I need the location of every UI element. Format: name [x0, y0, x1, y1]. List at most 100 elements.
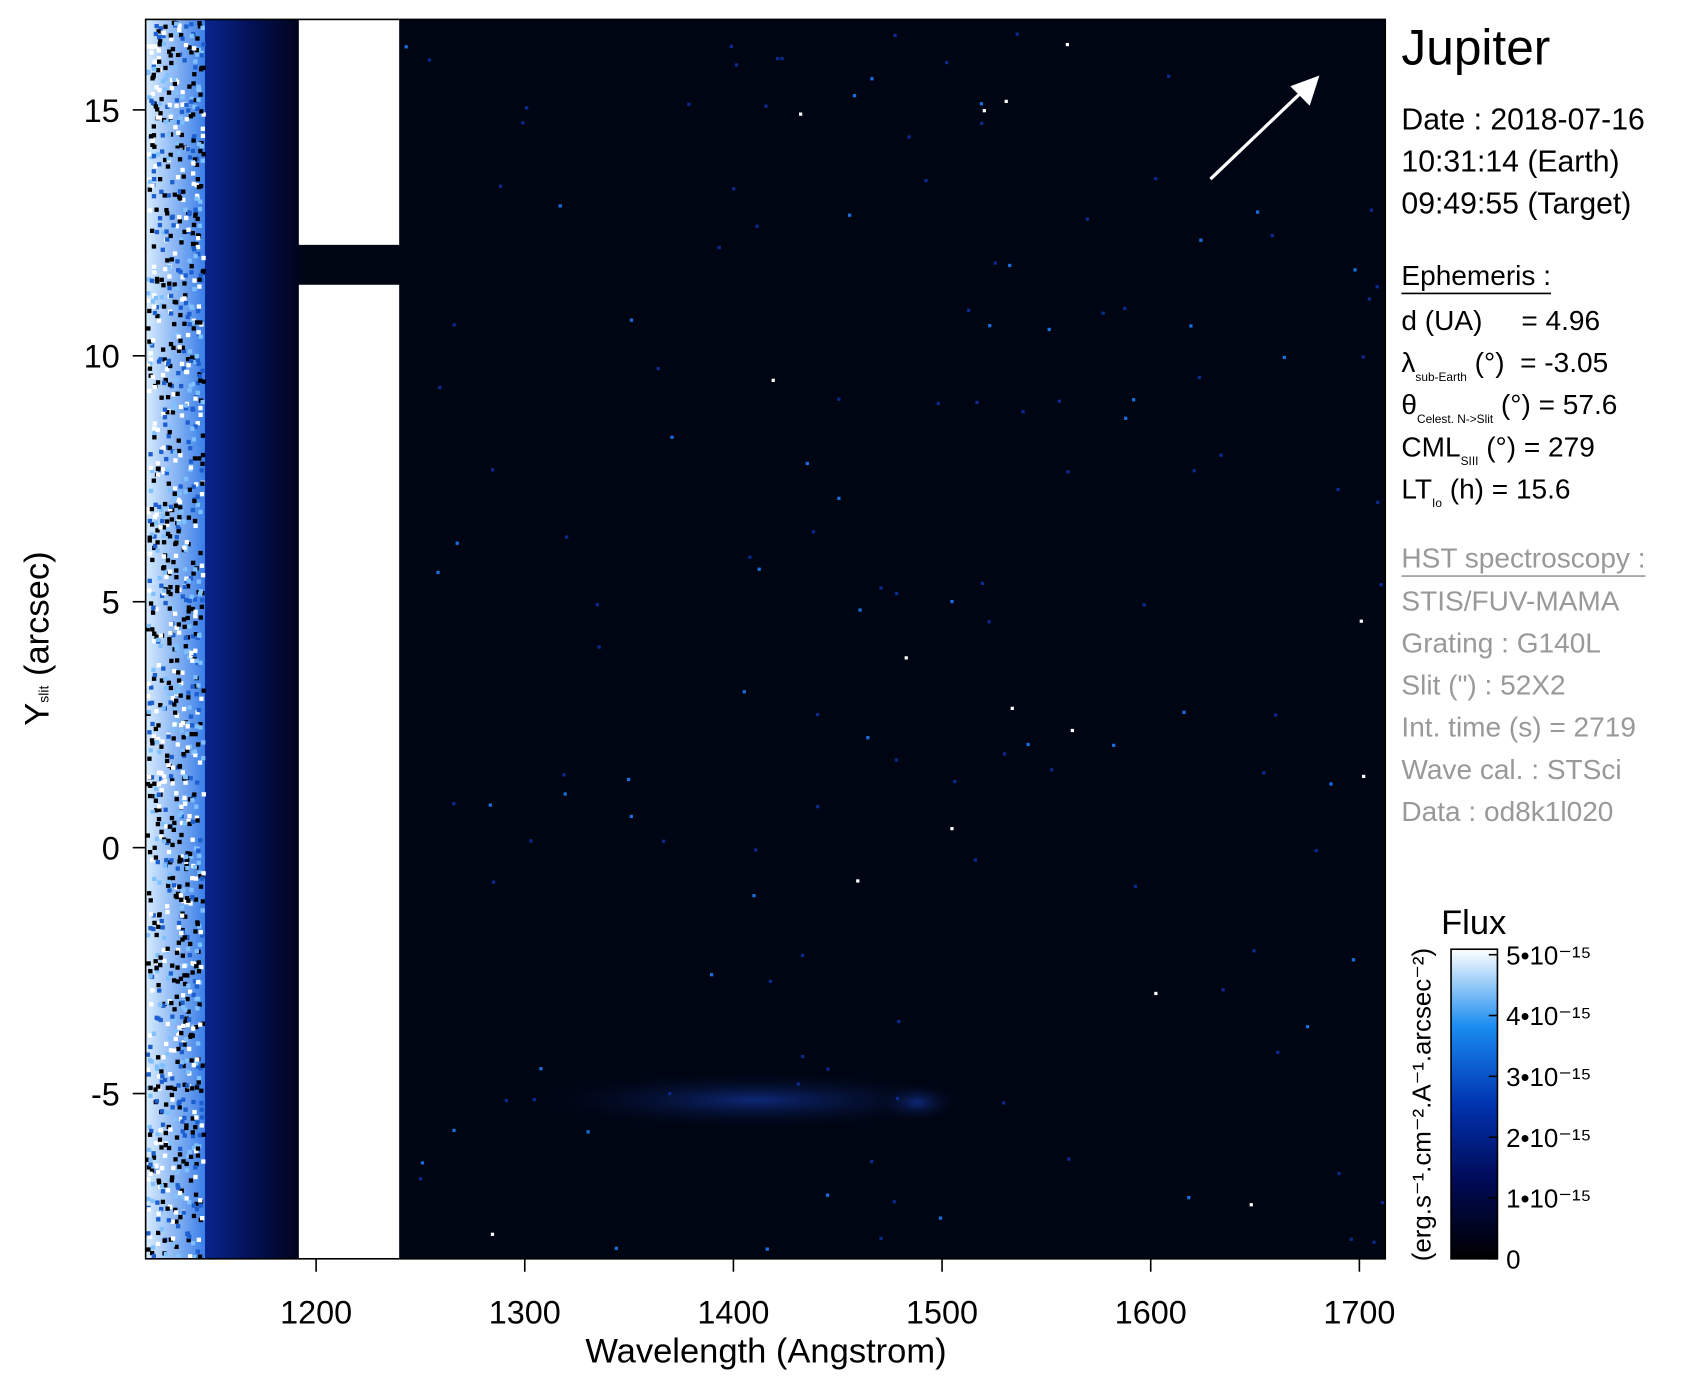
noise-pixel — [198, 874, 203, 879]
noise-pixel — [187, 1200, 192, 1205]
noise-pixel — [189, 264, 194, 269]
noise-pixel — [178, 1116, 184, 1122]
noise-pixel — [161, 41, 167, 46]
noise-pixel — [159, 1145, 164, 1150]
noise-pixel — [1336, 487, 1340, 492]
noise-pixel — [159, 189, 164, 194]
y-tick-label: 0 — [102, 831, 120, 867]
noise-pixel — [148, 974, 153, 979]
noise-pixel — [195, 177, 201, 182]
noise-pixel — [1001, 1101, 1006, 1105]
y-tick-label: 10 — [84, 339, 120, 375]
noise-pixel — [172, 64, 177, 69]
noise-pixel — [171, 1018, 177, 1023]
noise-pixel — [180, 1129, 185, 1134]
noise-pixel — [157, 912, 162, 917]
colorbar-tick-label: 0 — [1506, 1247, 1520, 1275]
noise-pixel — [147, 588, 152, 593]
noise-pixel — [197, 853, 202, 859]
noise-pixel — [181, 366, 186, 371]
noise-pixel — [149, 1002, 154, 1007]
noise-pixel — [177, 515, 182, 520]
noise-pixel — [165, 1206, 170, 1211]
noise-pixel — [176, 1046, 181, 1052]
noise-pixel — [159, 507, 164, 512]
noise-pixel — [159, 96, 164, 102]
noise-pixel — [178, 484, 183, 489]
noise-pixel — [183, 635, 189, 640]
noise-pixel — [158, 357, 163, 362]
noise-pixel — [170, 842, 175, 848]
noise-pixel — [186, 1017, 192, 1022]
noise-pixel — [176, 1185, 181, 1190]
noise-pixel — [158, 111, 163, 116]
noise-pixel — [169, 119, 174, 124]
noise-pixel — [184, 369, 189, 374]
noise-pixel — [1070, 728, 1074, 733]
noise-pixel — [174, 1135, 180, 1140]
saturated-slit — [298, 284, 400, 1259]
noise-pixel — [167, 445, 173, 451]
noise-pixel — [198, 615, 204, 620]
noise-pixel — [183, 547, 189, 553]
noise-pixel — [177, 499, 183, 504]
noise-pixel — [185, 721, 190, 726]
noise-pixel — [146, 623, 152, 629]
noise-pixel — [171, 883, 177, 888]
noise-pixel — [198, 273, 204, 278]
noise-pixel — [191, 222, 197, 228]
noise-pixel — [173, 553, 179, 558]
noise-pixel — [1255, 210, 1260, 214]
noise-pixel — [1066, 470, 1070, 474]
noise-pixel — [163, 1183, 168, 1188]
noise-pixel — [157, 222, 163, 228]
noise-pixel — [1123, 306, 1127, 311]
noise-pixel — [662, 839, 666, 843]
noise-pixel — [189, 723, 195, 728]
noise-pixel — [1085, 217, 1090, 221]
noise-pixel — [199, 468, 204, 473]
noise-pixel — [197, 632, 202, 637]
noise-pixel — [197, 924, 202, 929]
emission-spot — [873, 1080, 961, 1124]
noise-pixel — [155, 821, 161, 827]
noise-pixel — [190, 231, 195, 236]
noise-pixel — [165, 361, 171, 367]
noise-pixel — [179, 109, 185, 115]
noise-pixel — [167, 1204, 173, 1209]
noise-pixel — [193, 846, 199, 851]
noise-pixel — [159, 1069, 164, 1074]
noise-pixel — [155, 953, 160, 958]
noise-pixel — [1187, 1196, 1191, 1200]
colorbar-tick-label: 2•10⁻¹⁵ — [1506, 1125, 1591, 1153]
noise-pixel — [201, 740, 206, 745]
noise-pixel — [148, 361, 153, 366]
noise-pixel — [160, 347, 166, 352]
noise-pixel — [164, 1052, 170, 1057]
noise-pixel — [200, 598, 205, 603]
noise-pixel — [199, 491, 205, 497]
noise-pixel — [158, 38, 163, 44]
noise-pixel — [847, 213, 852, 217]
noise-pixel — [190, 684, 195, 689]
noise-pixel — [147, 208, 152, 213]
hst-line: Grating : G140L — [1401, 628, 1600, 659]
noise-pixel — [193, 1148, 199, 1154]
noise-pixel — [174, 300, 179, 305]
noise-pixel — [165, 467, 171, 472]
noise-pixel — [147, 1058, 153, 1063]
noise-pixel — [164, 1110, 170, 1115]
noise-pixel — [169, 1092, 175, 1098]
noise-pixel — [195, 1041, 201, 1046]
noise-pixel — [757, 567, 761, 571]
noise-pixel — [150, 557, 155, 563]
noise-pixel — [160, 79, 166, 84]
noise-pixel — [156, 466, 161, 471]
noise-pixel — [175, 1224, 181, 1229]
noise-pixel — [1189, 324, 1193, 328]
noise-pixel — [190, 171, 196, 176]
scattered-light — [194, 19, 303, 1259]
noise-pixel — [195, 421, 200, 426]
noise-pixel — [1002, 752, 1007, 756]
noise-pixel — [181, 189, 186, 194]
